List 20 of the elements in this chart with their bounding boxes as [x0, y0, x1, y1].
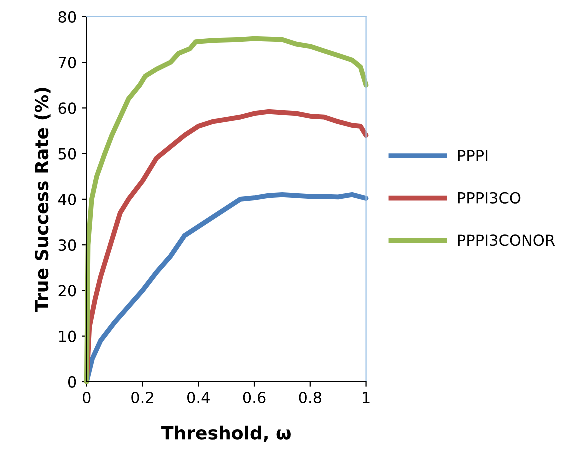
- y-tick-label: 10: [59, 330, 76, 342]
- y-tick-label: 30: [58, 240, 76, 252]
- x-tick-label: 1: [363, 392, 370, 404]
- y-tick-label: 0: [68, 376, 76, 388]
- x-tick-label: 0: [83, 392, 91, 404]
- legend-label: PPPI3CONOR: [458, 234, 556, 246]
- x-tick-label: 0.6: [243, 392, 266, 404]
- x-axis-title: Threshold, ω: [162, 426, 291, 442]
- x-tick-label: 0.8: [299, 392, 322, 404]
- y-tick-label: 60: [58, 102, 76, 114]
- legend-label: PPPI3CO: [458, 192, 521, 204]
- legend-label: PPPI: [458, 150, 488, 162]
- y-tick-label: 80: [58, 11, 76, 23]
- x-tick-label: 0.2: [132, 392, 154, 404]
- y-tick-label: 70: [58, 57, 76, 69]
- y-tick-label: 20: [58, 285, 76, 297]
- y-axis-title: True Success Rate (%): [34, 88, 51, 312]
- y-tick-label: 40: [58, 194, 76, 206]
- y-tick-label: 50: [58, 148, 76, 160]
- x-tick-label: 0.4: [188, 392, 210, 404]
